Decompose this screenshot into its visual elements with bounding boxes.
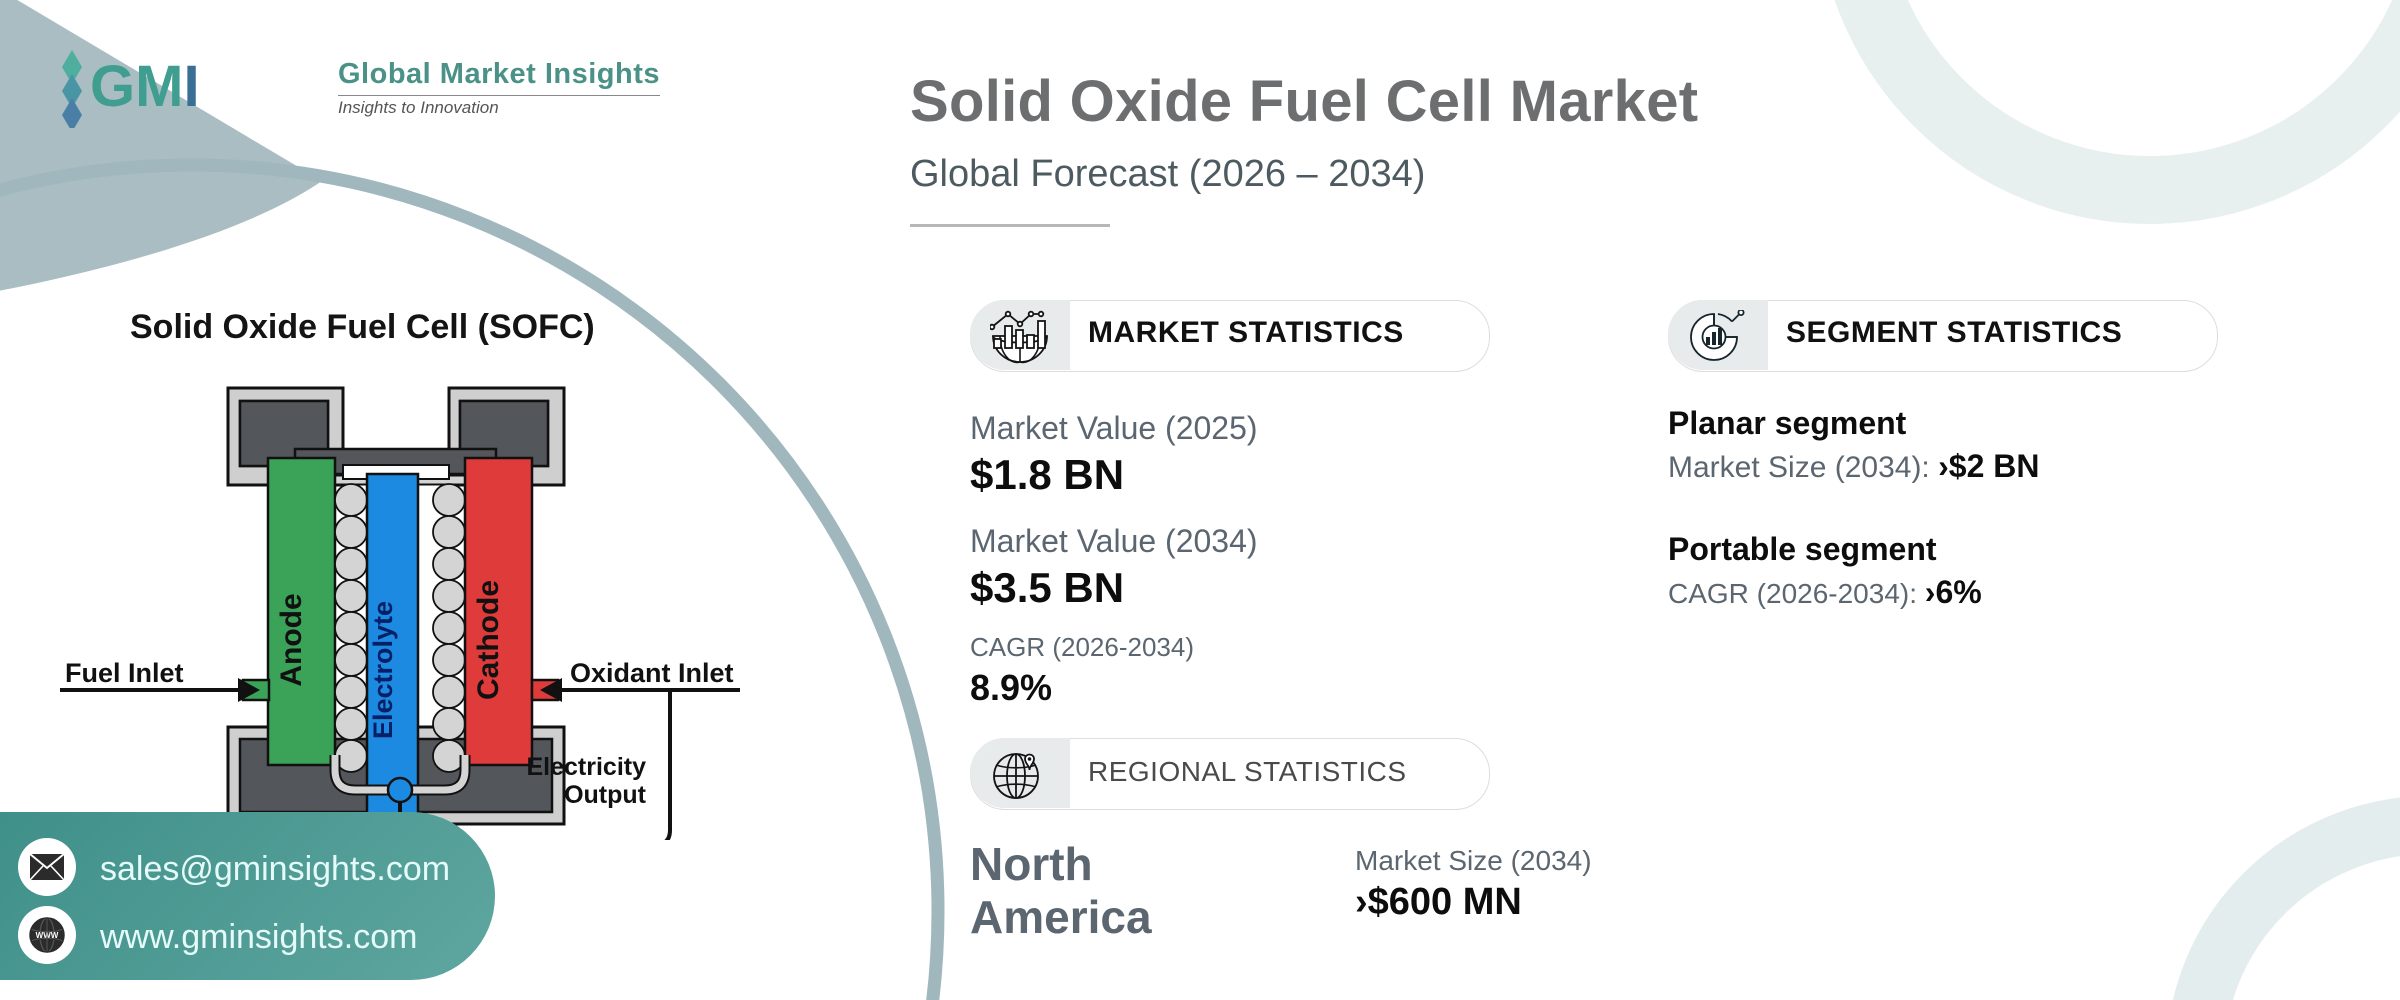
svg-text:Anode: Anode [275, 593, 308, 686]
svg-text:Cathode: Cathode [472, 580, 505, 700]
svg-text:Electricity: Electricity [526, 753, 646, 781]
svg-text:Fuel Inlet: Fuel Inlet [65, 658, 184, 688]
svg-text:Electrolyte: Electrolyte [368, 601, 398, 739]
svg-text:Output: Output [564, 781, 647, 809]
svg-text:GMI: GMI [90, 54, 200, 119]
svg-text:Oxidant Inlet: Oxidant Inlet [570, 658, 734, 688]
